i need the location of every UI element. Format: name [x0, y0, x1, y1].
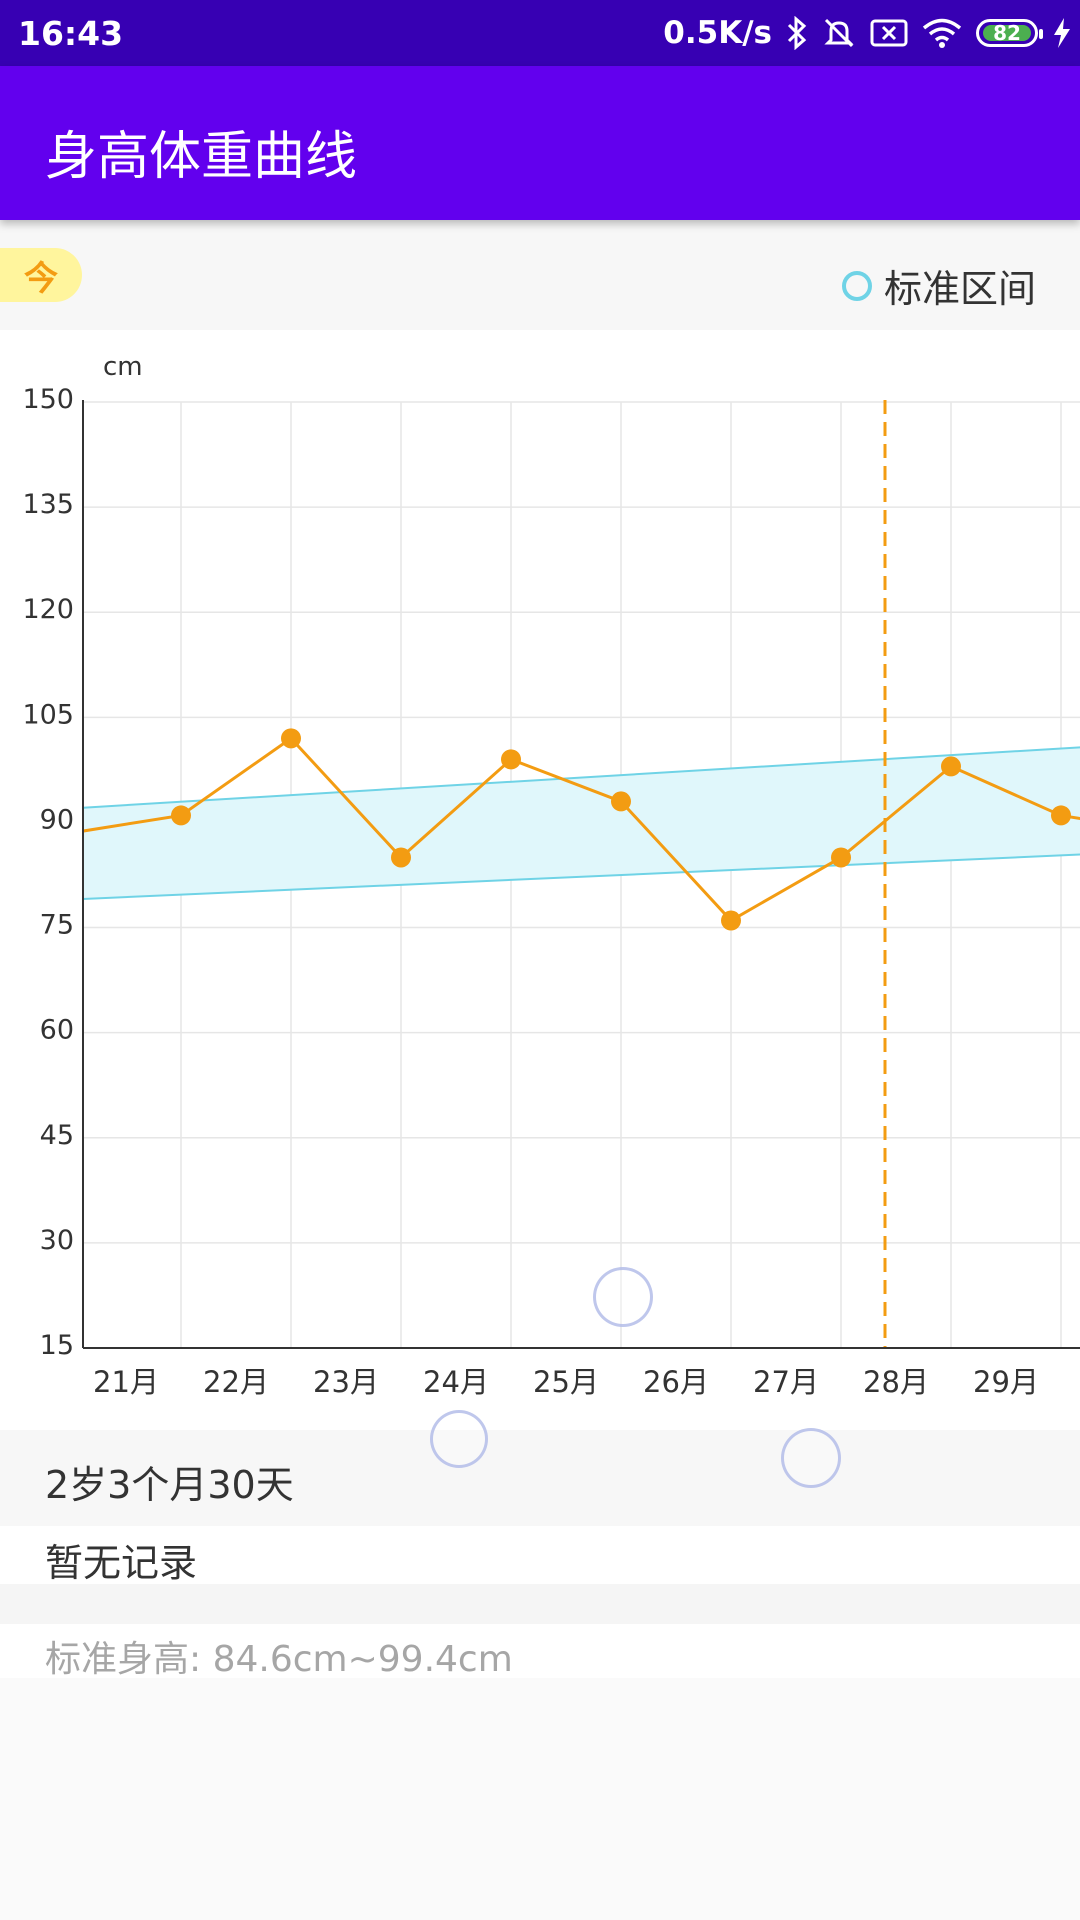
today-button[interactable]: 今 [0, 248, 82, 302]
x-tick-label: 26月 [643, 1365, 709, 1399]
y-tick-label: 15 [40, 1330, 74, 1361]
y-tick-label: 60 [40, 1015, 74, 1046]
mute-bell-icon [824, 18, 854, 48]
y-tick-label: 30 [40, 1225, 74, 1256]
bluetooth-icon [787, 16, 807, 50]
y-tick-label: 135 [22, 489, 74, 520]
touch-indicator [430, 1410, 488, 1468]
data-point [1051, 805, 1071, 826]
record-row: 暂无记录 [0, 1526, 1080, 1585]
x-tick-label: 28月 [863, 1365, 929, 1399]
status-icons: 0.5K/s 82 [663, 12, 1072, 54]
divider [0, 1584, 1080, 1624]
age-row: 2岁3个月30天 [0, 1430, 1080, 1526]
status-bar: 16:43 0.5K/s 82 [0, 0, 1080, 66]
data-point [171, 805, 191, 826]
band-lower-line [82, 853, 1080, 900]
age-text: 2岁3个月30天 [45, 1463, 294, 1507]
y-tick-label: 90 [40, 804, 74, 835]
data-point [281, 728, 301, 749]
status-time: 16:43 [18, 14, 124, 53]
y-unit-label: cm [103, 352, 143, 382]
y-tick-label: 150 [22, 384, 74, 415]
data-point [611, 791, 631, 812]
y-tick-label: 45 [40, 1120, 74, 1151]
x-tick-label: 21月 [93, 1365, 159, 1399]
x-tick-label: 25月 [533, 1365, 599, 1399]
x-tick-label: 27月 [753, 1365, 819, 1399]
legend-circle-icon [841, 270, 872, 301]
chart-header: 今 标准区间 [0, 220, 1080, 330]
x-tick-label: 24月 [423, 1365, 489, 1399]
data-point [721, 910, 741, 931]
chart-svg[interactable]: 150 135 120 105 90 75 60 45 30 15 cm 21月 22月 23月 24月 25… [0, 330, 1080, 1430]
y-tick-label: 75 [40, 910, 74, 941]
touch-indicator [593, 1267, 653, 1327]
wifi-icon [922, 18, 962, 48]
app-bar: 身高体重曲线 [0, 66, 1080, 220]
page-title: 身高体重曲线 [45, 127, 358, 187]
standard-band [83, 747, 1080, 899]
x-tick-label: 23月 [313, 1365, 379, 1399]
battery-icon: 82 [976, 19, 1043, 47]
data-point [391, 847, 411, 868]
data-point [831, 847, 851, 868]
y-tick-label: 105 [22, 699, 74, 730]
y-tick-label: 120 [22, 594, 74, 625]
sim-x-icon [870, 19, 908, 47]
standard-row: 标准身高: 84.6cm~99.4cm [0, 1624, 1080, 1680]
legend: 标准区间 [841, 258, 1036, 313]
battery-level: 82 [993, 21, 1021, 45]
network-speed: 0.5K/s [663, 15, 772, 51]
record-text: 暂无记录 [45, 1541, 198, 1585]
touch-indicator [781, 1428, 841, 1488]
charging-bolt-icon [1054, 18, 1070, 48]
growth-chart[interactable]: 150 135 120 105 90 75 60 45 30 15 cm 21月 22月 23月 24月 25… [0, 330, 1080, 1430]
standard-height-text: 标准身高: 84.6cm~99.4cm [45, 1639, 513, 1680]
data-point [941, 756, 961, 777]
x-tick-label: 29月 [973, 1365, 1039, 1399]
data-point [501, 749, 521, 770]
x-tick-label: 22月 [203, 1365, 269, 1399]
legend-label: 标准区间 [883, 267, 1036, 311]
band-upper-line [82, 746, 1080, 809]
